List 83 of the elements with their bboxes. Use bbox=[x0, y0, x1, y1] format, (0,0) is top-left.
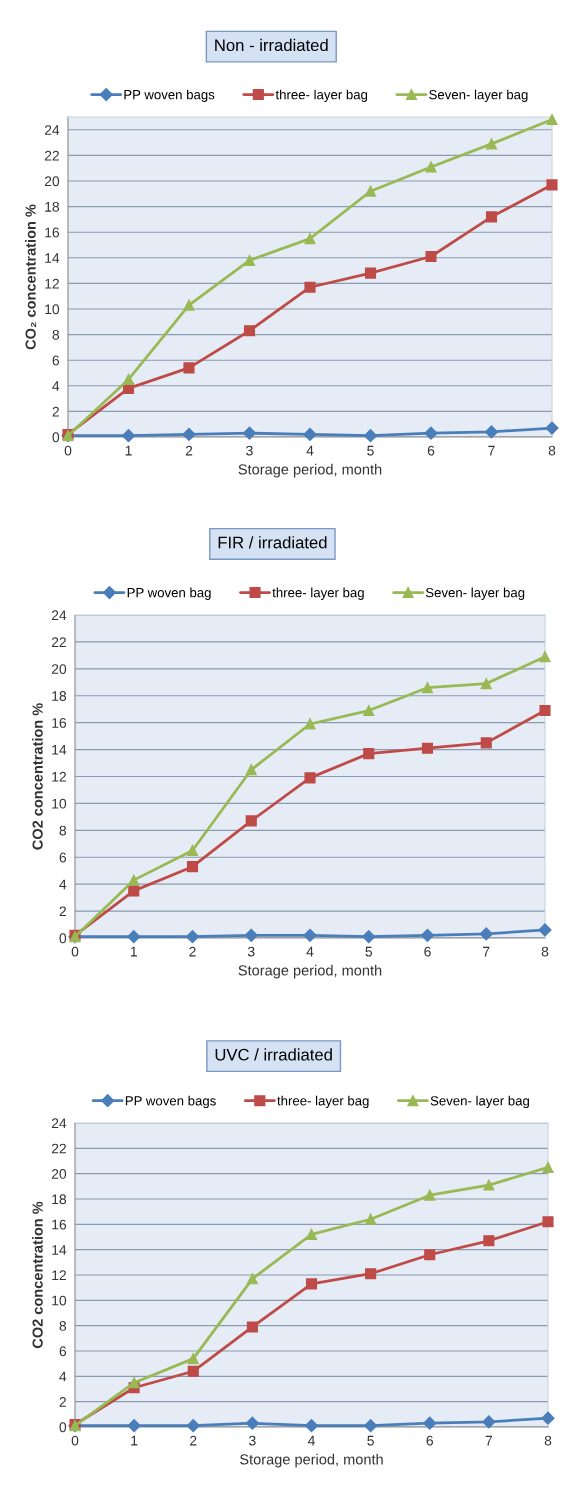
y-tick-label: 12 bbox=[52, 1270, 66, 1281]
legend-label: three- layer bag bbox=[272, 587, 364, 600]
y-tick-label: 2 bbox=[52, 406, 59, 417]
x-tick-label: 3 bbox=[249, 1435, 256, 1446]
y-tick-label: 8 bbox=[52, 329, 60, 340]
legend-label: PP woven bags bbox=[124, 89, 215, 102]
y-tick-label: 18 bbox=[52, 1194, 67, 1205]
y-tick-label: 10 bbox=[52, 798, 67, 809]
x-tick-label: 8 bbox=[541, 946, 549, 957]
x-tick-label: 3 bbox=[247, 946, 255, 957]
y-tick-label: 14 bbox=[52, 1245, 67, 1255]
y-tick-label: 0 bbox=[59, 1422, 67, 1433]
y-tick-label: 20 bbox=[44, 176, 60, 187]
y-tick-label: 24 bbox=[51, 610, 67, 621]
x-tick-label: 8 bbox=[544, 1435, 552, 1446]
chart-title: UVC / irradiated bbox=[215, 1048, 332, 1061]
x-tick-label: 0 bbox=[71, 1435, 79, 1446]
y-tick-label: 14 bbox=[45, 253, 60, 263]
y-tick-label: 12 bbox=[45, 278, 59, 289]
x-tick-label: 3 bbox=[246, 445, 253, 456]
legend-label: PP woven bags bbox=[125, 1095, 216, 1109]
y-tick-label: 6 bbox=[59, 852, 67, 863]
y-tick-label: 8 bbox=[59, 825, 67, 836]
y-tick-label: 24 bbox=[44, 125, 60, 135]
y-tick-label: 24 bbox=[51, 1118, 67, 1129]
x-axis-title: Storage period, month bbox=[240, 1453, 383, 1468]
y-tick-label: 16 bbox=[45, 227, 60, 238]
x-axis-title: Storage period, month bbox=[238, 964, 382, 979]
y-tick-label: 2 bbox=[59, 906, 66, 917]
x-tick-label: 5 bbox=[365, 946, 373, 957]
x-tick-label: 1 bbox=[125, 445, 132, 456]
y-tick-label: 6 bbox=[59, 1346, 67, 1357]
y-axis-title: CO2 concentration % bbox=[32, 703, 43, 850]
x-tick-label: 7 bbox=[488, 445, 495, 456]
x-tick-label: 6 bbox=[427, 445, 435, 456]
x-tick-label: 0 bbox=[71, 946, 79, 957]
y-tick-label: 14 bbox=[52, 745, 67, 755]
legend-label: three- layer bag bbox=[277, 1095, 369, 1109]
x-tick-label: 1 bbox=[131, 1435, 138, 1446]
legend-label: Seven- layer bag bbox=[425, 587, 525, 600]
x-tick-label: 7 bbox=[483, 946, 490, 957]
y-tick-label: 16 bbox=[52, 1219, 67, 1230]
y-tick-label: 22 bbox=[51, 637, 66, 647]
y-tick-label: 8 bbox=[59, 1321, 67, 1331]
x-tick-label: 8 bbox=[548, 445, 556, 456]
x-tick-label: 4 bbox=[306, 946, 314, 957]
y-tick-label: 4 bbox=[59, 879, 67, 890]
x-tick-label: 4 bbox=[306, 445, 314, 456]
y-tick-label: 4 bbox=[52, 381, 60, 391]
x-tick-label: 5 bbox=[367, 1435, 374, 1446]
y-tick-label: 22 bbox=[51, 1143, 66, 1154]
x-tick-label: 7 bbox=[485, 1435, 493, 1446]
x-tick-label: 1 bbox=[130, 946, 137, 957]
y-tick-label: 10 bbox=[45, 304, 60, 315]
legend-label: PP woven bag bbox=[127, 587, 211, 600]
x-tick-label: 6 bbox=[426, 1435, 433, 1446]
legend-label: Seven- layer bag bbox=[429, 89, 528, 102]
y-tick-label: 10 bbox=[52, 1295, 67, 1306]
chart-title: Non - irradiated bbox=[215, 38, 328, 52]
x-tick-label: 6 bbox=[424, 946, 431, 957]
y-tick-label: 18 bbox=[52, 691, 67, 701]
y-axis-title: CO2 concentration % bbox=[32, 1201, 43, 1349]
y-axis-title: CO₂ concentration % bbox=[25, 204, 37, 350]
x-axis-title: Storage period, month bbox=[238, 463, 382, 478]
y-tick-label: 2 bbox=[59, 1397, 66, 1407]
x-tick-label: 2 bbox=[190, 1435, 197, 1446]
y-tick-label: 20 bbox=[51, 664, 67, 674]
y-tick-label: 0 bbox=[52, 432, 60, 443]
y-tick-label: 4 bbox=[59, 1371, 67, 1382]
x-tick-label: 2 bbox=[189, 946, 196, 957]
y-tick-label: 22 bbox=[44, 150, 59, 161]
x-tick-label: 4 bbox=[307, 1435, 315, 1446]
y-tick-label: 18 bbox=[45, 201, 60, 212]
legend-label: Seven- layer bag bbox=[430, 1095, 529, 1109]
y-tick-label: 16 bbox=[52, 718, 67, 728]
y-tick-label: 20 bbox=[51, 1169, 67, 1179]
x-tick-label: 2 bbox=[185, 445, 193, 456]
y-tick-label: 12 bbox=[52, 771, 66, 782]
x-tick-label: 5 bbox=[367, 445, 374, 456]
y-tick-label: 0 bbox=[59, 933, 67, 944]
y-tick-label: 6 bbox=[52, 355, 60, 366]
legend-label: three- layer bag bbox=[275, 89, 368, 102]
chart-title: FIR / irradiated bbox=[218, 536, 327, 549]
